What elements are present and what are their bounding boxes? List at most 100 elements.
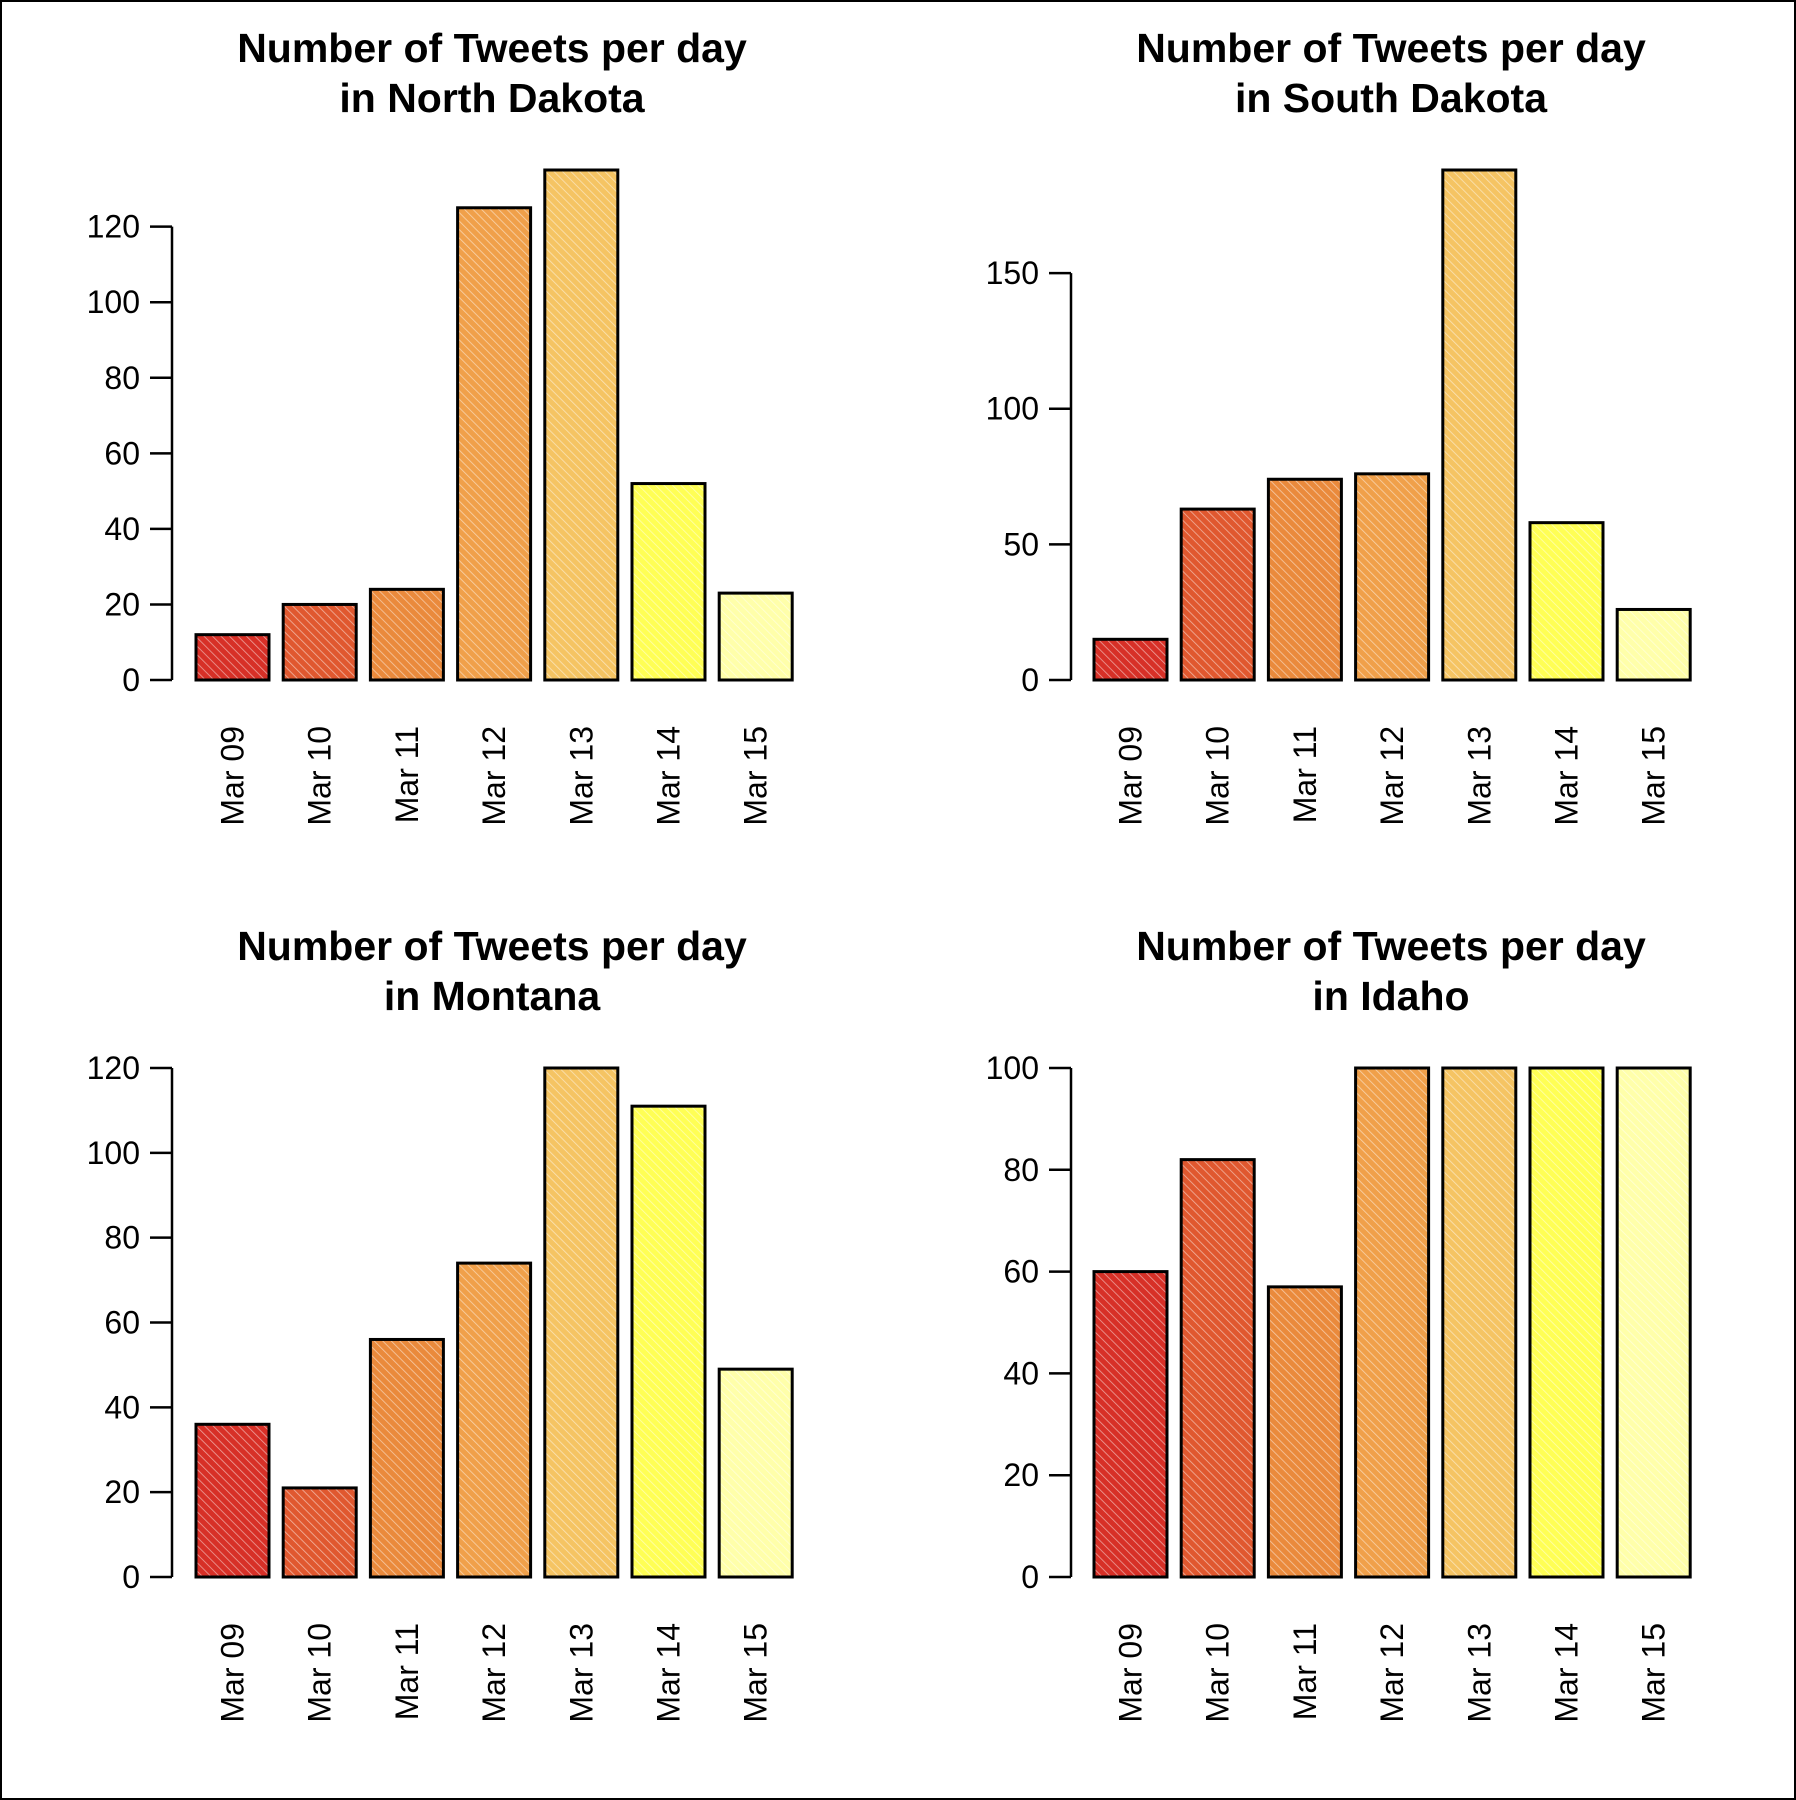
y-tick-label: 50 bbox=[1003, 526, 1039, 562]
x-tick-label: Mar 10 bbox=[302, 1623, 338, 1723]
bars bbox=[1092, 1066, 1692, 1579]
y-tick-label: 80 bbox=[1003, 1152, 1039, 1188]
x-tick-label: Mar 15 bbox=[1636, 1623, 1672, 1723]
y-axis: 0 50 100 150 bbox=[986, 255, 1073, 698]
y-tick-label: 100 bbox=[986, 1050, 1039, 1086]
chart-title-line1: Number of Tweets per day bbox=[1136, 923, 1646, 969]
x-axis-labels: Mar 09 Mar 10 Mar 11 Mar 12 Mar 13 Mar 14 Mar … bbox=[1113, 726, 1672, 826]
y-tick-label: 80 bbox=[104, 360, 140, 396]
x-tick-label: Mar 11 bbox=[1287, 726, 1323, 823]
x-tick-label: Mar 12 bbox=[1374, 1623, 1410, 1723]
y-tick-label: 100 bbox=[87, 1135, 140, 1171]
panel-idaho: Number of Tweets per day in Idaho 0 20 40 6… bbox=[986, 923, 1692, 1723]
x-tick-label: Mar 12 bbox=[1374, 726, 1410, 826]
x-tick-label: Mar 14 bbox=[651, 1623, 687, 1723]
chart-title-line2: in Montana bbox=[384, 973, 602, 1019]
chart-title-line1: Number of Tweets per day bbox=[237, 25, 747, 71]
bar bbox=[368, 1337, 445, 1579]
y-tick-label: 40 bbox=[104, 511, 140, 547]
bar bbox=[1528, 1066, 1605, 1579]
bar bbox=[281, 602, 358, 682]
bars bbox=[194, 168, 794, 682]
y-tick-label: 0 bbox=[122, 662, 140, 698]
panel-south-dakota: Number of Tweets per day in South Dakota… bbox=[986, 25, 1692, 826]
y-tick-label: 40 bbox=[1003, 1355, 1039, 1391]
y-tick-label: 20 bbox=[104, 1474, 140, 1510]
bars bbox=[1092, 168, 1692, 682]
y-axis: 0 20 40 60 80 100 120 bbox=[87, 209, 174, 698]
bar bbox=[630, 1104, 707, 1579]
y-tick-label: 60 bbox=[104, 1305, 140, 1341]
bar bbox=[1615, 607, 1692, 682]
bar bbox=[1528, 521, 1605, 682]
x-axis-labels: Mar 09 Mar 10 Mar 11 Mar 12 Mar 13 Mar 14 Mar … bbox=[215, 1623, 774, 1723]
x-tick-label: Mar 10 bbox=[1200, 1623, 1236, 1723]
y-tick-label: 40 bbox=[104, 1389, 140, 1425]
x-tick-label: Mar 09 bbox=[1113, 1623, 1149, 1723]
bar bbox=[281, 1486, 358, 1579]
y-tick-label: 80 bbox=[104, 1220, 140, 1256]
bar bbox=[194, 1422, 271, 1579]
x-tick-label: Mar 15 bbox=[738, 726, 774, 826]
x-tick-label: Mar 09 bbox=[1113, 726, 1149, 826]
chart-title-line2: in Idaho bbox=[1312, 973, 1469, 1019]
chart-title-line1: Number of Tweets per day bbox=[1136, 25, 1646, 71]
x-axis-labels: Mar 09 Mar 10 Mar 11 Mar 12 Mar 13 Mar 14 Mar … bbox=[215, 726, 774, 826]
y-tick-label: 0 bbox=[122, 1559, 140, 1595]
bar bbox=[1179, 1158, 1256, 1579]
panel-north-dakota: Number of Tweets per day in North Dakota… bbox=[87, 25, 794, 826]
x-tick-label: Mar 09 bbox=[215, 726, 251, 826]
x-tick-label: Mar 13 bbox=[563, 1623, 599, 1723]
bar bbox=[630, 482, 707, 682]
x-tick-label: Mar 12 bbox=[476, 1623, 512, 1723]
bar bbox=[1354, 472, 1431, 682]
x-tick-label: Mar 10 bbox=[1200, 726, 1236, 826]
bar bbox=[1354, 1066, 1431, 1579]
x-tick-label: Mar 13 bbox=[1461, 726, 1497, 826]
bar bbox=[543, 1066, 620, 1579]
bar bbox=[1266, 477, 1343, 682]
y-tick-label: 20 bbox=[1003, 1457, 1039, 1493]
x-tick-label: Mar 11 bbox=[389, 1623, 425, 1720]
bar bbox=[1092, 637, 1169, 682]
chart-title-line1: Number of Tweets per day bbox=[237, 923, 747, 969]
bar bbox=[1441, 1066, 1518, 1579]
bar bbox=[717, 1367, 794, 1579]
panel-montana: Number of Tweets per day in Montana 0 20 4… bbox=[87, 923, 794, 1723]
bar bbox=[456, 206, 533, 682]
x-tick-label: Mar 10 bbox=[302, 726, 338, 826]
x-tick-label: Mar 13 bbox=[1461, 1623, 1497, 1723]
x-tick-label: Mar 11 bbox=[1287, 1623, 1323, 1720]
x-tick-label: Mar 14 bbox=[1549, 1623, 1585, 1723]
bar bbox=[1441, 168, 1518, 682]
y-tick-label: 20 bbox=[104, 586, 140, 622]
bar bbox=[1179, 507, 1256, 682]
y-tick-label: 120 bbox=[87, 1050, 140, 1086]
y-tick-label: 60 bbox=[104, 435, 140, 471]
bar bbox=[456, 1261, 533, 1579]
bar bbox=[1266, 1285, 1343, 1579]
bar bbox=[1615, 1066, 1692, 1579]
x-tick-label: Mar 14 bbox=[1549, 726, 1585, 826]
y-tick-label: 150 bbox=[986, 255, 1039, 291]
y-tick-label: 0 bbox=[1021, 1559, 1039, 1595]
bar bbox=[194, 633, 271, 682]
bar bbox=[717, 591, 794, 682]
x-axis-labels: Mar 09 Mar 10 Mar 11 Mar 12 Mar 13 Mar 14 Mar … bbox=[1113, 1623, 1672, 1723]
x-tick-label: Mar 15 bbox=[738, 1623, 774, 1723]
y-tick-label: 100 bbox=[986, 391, 1039, 427]
bar bbox=[368, 587, 445, 682]
bar bbox=[1092, 1270, 1169, 1579]
y-axis: 0 20 40 60 80 100 bbox=[986, 1050, 1073, 1595]
chart-title-line2: in South Dakota bbox=[1235, 75, 1548, 121]
y-axis: 0 20 40 60 80 100 120 bbox=[87, 1050, 174, 1595]
x-tick-label: Mar 11 bbox=[389, 726, 425, 823]
y-tick-label: 60 bbox=[1003, 1254, 1039, 1290]
bar bbox=[543, 168, 620, 682]
y-tick-label: 0 bbox=[1021, 662, 1039, 698]
chart-title-line2: in North Dakota bbox=[339, 75, 645, 121]
x-tick-label: Mar 14 bbox=[651, 726, 687, 826]
bars bbox=[194, 1066, 794, 1579]
x-tick-label: Mar 09 bbox=[215, 1623, 251, 1723]
